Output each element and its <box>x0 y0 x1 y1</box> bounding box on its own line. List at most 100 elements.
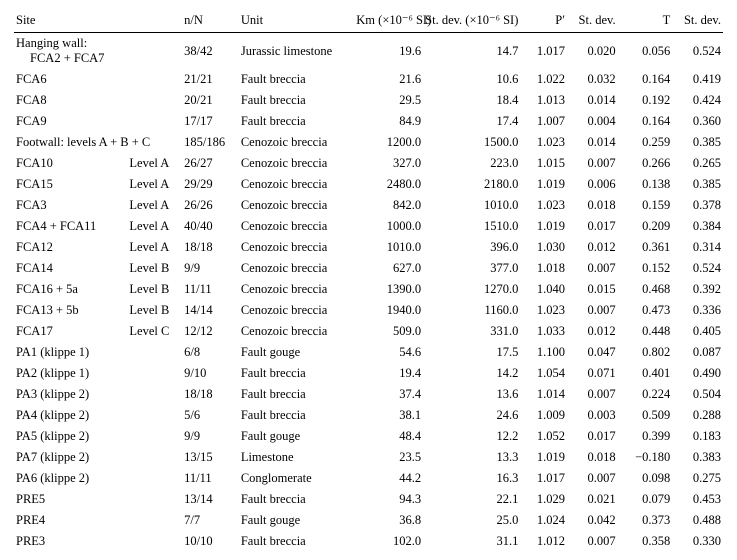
col-site: Site <box>14 8 182 33</box>
cell-psd: 0.007 <box>567 300 618 321</box>
table-row: PRE513/14Fault breccia94.322.11.0290.021… <box>14 489 723 510</box>
cell-pp: 1.017 <box>520 468 567 489</box>
cell-unit: Cenozoic breccia <box>239 237 354 258</box>
cell-tsd: 0.488 <box>672 510 723 531</box>
cell-level: Level B <box>127 300 182 321</box>
cell-tsd: 0.385 <box>672 132 723 153</box>
cell-t: 0.209 <box>618 216 673 237</box>
table-row: FCA820/21Fault breccia29.518.41.0130.014… <box>14 90 723 111</box>
cell-t: 0.509 <box>618 405 673 426</box>
cell-kmsd: 13.6 <box>423 384 520 405</box>
cell-pp: 1.019 <box>520 216 567 237</box>
site-line1: Hanging wall: <box>16 36 180 51</box>
cell-pp: 1.100 <box>520 342 567 363</box>
col-kmsd: St. dev. (×10⁻⁶ SI) <box>423 8 520 33</box>
cell-kmsd: 13.3 <box>423 447 520 468</box>
table-row: FCA14Level B9/9Cenozoic breccia627.0377.… <box>14 258 723 279</box>
cell-unit: Cenozoic breccia <box>239 216 354 237</box>
cell-kmsd: 396.0 <box>423 237 520 258</box>
cell-unit: Jurassic limestone <box>239 33 354 70</box>
cell-kmsd: 14.2 <box>423 363 520 384</box>
table-row: PA1 (klippe 1)6/8Fault gouge54.617.51.10… <box>14 342 723 363</box>
cell-nN: 18/18 <box>182 237 239 258</box>
cell-site: FCA8 <box>14 90 182 111</box>
cell-pp: 1.022 <box>520 69 567 90</box>
cell-tsd: 0.330 <box>672 531 723 552</box>
cell-unit: Fault breccia <box>239 363 354 384</box>
cell-nN: 20/21 <box>182 90 239 111</box>
cell-pp: 1.013 <box>520 90 567 111</box>
cell-nN: 11/11 <box>182 468 239 489</box>
cell-site: FCA3 <box>14 195 127 216</box>
cell-site: PA2 (klippe 1) <box>14 363 182 384</box>
cell-tsd: 0.504 <box>672 384 723 405</box>
cell-km: 36.8 <box>354 510 423 531</box>
cell-unit: Fault gouge <box>239 342 354 363</box>
cell-unit: Fault gouge <box>239 426 354 447</box>
cell-site: FCA13 + 5b <box>14 300 127 321</box>
cell-nN: 13/15 <box>182 447 239 468</box>
cell-psd: 0.017 <box>567 426 618 447</box>
cell-km: 19.6 <box>354 33 423 70</box>
cell-level: Level A <box>127 195 182 216</box>
cell-site: FCA9 <box>14 111 182 132</box>
cell-kmsd: 2180.0 <box>423 174 520 195</box>
col-t: T <box>618 8 673 33</box>
table-row: FCA917/17Fault breccia84.917.41.0070.004… <box>14 111 723 132</box>
cell-psd: 0.014 <box>567 132 618 153</box>
cell-tsd: 0.419 <box>672 69 723 90</box>
cell-tsd: 0.087 <box>672 342 723 363</box>
cell-tsd: 0.385 <box>672 174 723 195</box>
cell-nN: 9/10 <box>182 363 239 384</box>
cell-kmsd: 223.0 <box>423 153 520 174</box>
cell-psd: 0.007 <box>567 384 618 405</box>
cell-pp: 1.023 <box>520 132 567 153</box>
cell-t: 0.373 <box>618 510 673 531</box>
cell-site: PRE4 <box>14 510 182 531</box>
cell-t: 0.098 <box>618 468 673 489</box>
cell-site: PRE5 <box>14 489 182 510</box>
table-row: FCA10Level A26/27Cenozoic breccia327.022… <box>14 153 723 174</box>
table-header: Site n/N Unit Km (×10⁻⁶ SI) St. dev. (×1… <box>14 8 723 33</box>
cell-unit: Fault breccia <box>239 69 354 90</box>
cell-unit: Cenozoic breccia <box>239 279 354 300</box>
cell-km: 1000.0 <box>354 216 423 237</box>
cell-km: 327.0 <box>354 153 423 174</box>
cell-pp: 1.052 <box>520 426 567 447</box>
table-row: PA5 (klippe 2)9/9Fault gouge48.412.21.05… <box>14 426 723 447</box>
cell-psd: 0.032 <box>567 69 618 90</box>
cell-tsd: 0.405 <box>672 321 723 342</box>
col-km: Km (×10⁻⁶ SI) <box>354 8 423 33</box>
cell-km: 48.4 <box>354 426 423 447</box>
cell-t: 0.361 <box>618 237 673 258</box>
cell-nN: 38/42 <box>182 33 239 70</box>
cell-site: PA6 (klippe 2) <box>14 468 182 489</box>
cell-tsd: 0.265 <box>672 153 723 174</box>
cell-unit: Conglomerate <box>239 468 354 489</box>
cell-km: 21.6 <box>354 69 423 90</box>
cell-site: FCA10 <box>14 153 127 174</box>
cell-unit: Fault breccia <box>239 384 354 405</box>
table-row: FCA621/21Fault breccia21.610.61.0220.032… <box>14 69 723 90</box>
cell-tsd: 0.288 <box>672 405 723 426</box>
cell-km: 2480.0 <box>354 174 423 195</box>
cell-site: FCA4 + FCA11 <box>14 216 127 237</box>
cell-t: 0.266 <box>618 153 673 174</box>
cell-t: 0.138 <box>618 174 673 195</box>
table-row: PRE310/10Fault breccia102.031.11.0120.00… <box>14 531 723 552</box>
cell-km: 627.0 <box>354 258 423 279</box>
cell-pp: 1.023 <box>520 195 567 216</box>
cell-kmsd: 1270.0 <box>423 279 520 300</box>
cell-t: 0.164 <box>618 69 673 90</box>
cell-pp: 1.040 <box>520 279 567 300</box>
cell-kmsd: 1510.0 <box>423 216 520 237</box>
cell-psd: 0.012 <box>567 237 618 258</box>
cell-site: FCA14 <box>14 258 127 279</box>
cell-km: 94.3 <box>354 489 423 510</box>
cell-level: Level A <box>127 153 182 174</box>
table-row: FCA3Level A26/26Cenozoic breccia842.0101… <box>14 195 723 216</box>
cell-km: 38.1 <box>354 405 423 426</box>
cell-psd: 0.018 <box>567 447 618 468</box>
cell-psd: 0.015 <box>567 279 618 300</box>
cell-level: Level C <box>127 321 182 342</box>
